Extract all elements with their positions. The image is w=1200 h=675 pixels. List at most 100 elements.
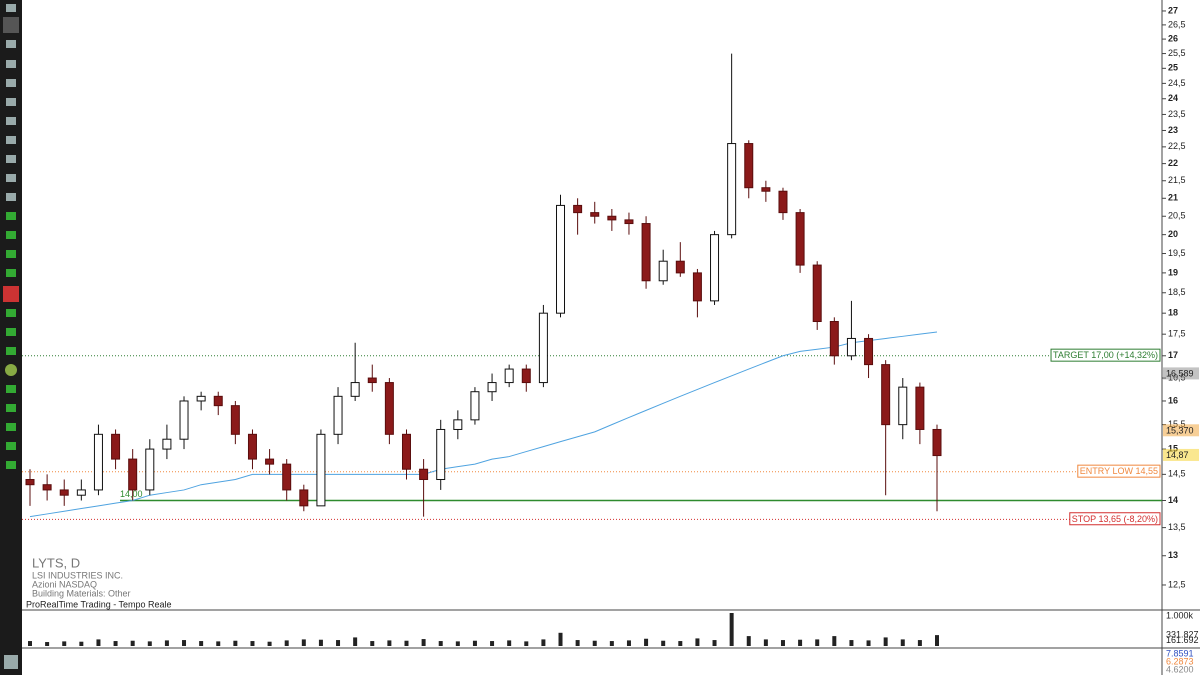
toolbar[interactable] [0,0,22,675]
y-tick-label: 13 [1168,550,1178,560]
volume-label: 331.827 [1166,629,1199,639]
volume-bar [575,640,580,646]
candle-body [864,337,874,366]
y-tick-label: 22 [1168,158,1178,168]
level-label: ENTRY LOW 14,55 [1080,466,1158,476]
candle-body [367,377,377,384]
volume-bar [917,640,922,646]
volume-bar [421,639,426,646]
level-label-box [1069,512,1161,526]
volume-bar [712,640,717,646]
volume-bar [62,641,67,646]
y-tick-label: 21 [1168,193,1178,203]
candle-body [744,143,754,189]
y-tick-label: 20 [1168,229,1178,239]
y-tick-label: 24 [1168,93,1178,103]
candle-body [76,489,86,496]
candle-body [247,433,257,460]
volume-bar [353,637,358,646]
candle-body [196,395,206,402]
y-tick-label: 14,5 [1168,469,1186,479]
candle-body [401,433,411,470]
volume-bar [301,639,306,646]
candle-body [93,433,103,491]
y-tick-label: 14 [1168,495,1178,505]
candle-body [316,433,326,507]
level-label: TARGET 17,00 (+14,32%) [1053,350,1158,360]
volume-bar [935,635,939,646]
volume-bar [661,640,666,646]
candle-body [829,321,839,357]
volume-bar [318,639,323,646]
support-label: 14,00 [120,489,143,499]
candle-body [573,204,583,214]
volume-bar [130,640,135,646]
candle-body [778,190,788,214]
level-label-box [1077,464,1161,478]
price-label-box [1163,448,1199,461]
volume-bar [832,636,837,646]
candle-body [128,458,138,491]
candle-body [727,143,737,236]
y-tick-label: 17,5 [1168,329,1186,339]
volume-bar [900,639,905,646]
y-tick-label: 16 [1168,395,1178,405]
candle-body [350,382,360,397]
candle-body [846,337,856,357]
candle-body [419,468,429,481]
volume-bar [45,642,50,646]
y-tick-label: 26,5 [1168,19,1186,29]
volume-bar [866,640,871,646]
y-tick-label: 21,5 [1168,175,1186,185]
candle-body [812,264,822,323]
y-tick-label: 12,5 [1168,579,1186,589]
candle-body [282,463,292,491]
candle-body [453,419,463,430]
volume-bar [216,641,221,646]
candle-body [42,484,52,491]
volume-bar [815,639,820,646]
candle-body [384,382,394,435]
y-tick-label: 20,5 [1168,211,1186,221]
candle-body [230,405,240,435]
sector: Building Materials: Other [32,588,131,598]
volume-bar [798,639,803,646]
volume-bar [387,640,392,646]
volume-bar [233,640,238,646]
candle-body [213,395,223,407]
volume-bar [370,641,375,646]
y-tick-label: 24,5 [1168,78,1186,88]
candle-body [179,400,189,440]
candle-body [299,489,309,507]
volume-bar [746,636,751,646]
y-tick-label: 17 [1168,350,1178,360]
y-tick-label: 18 [1168,308,1178,318]
company: LSI INDUSTRIES INC. [32,570,123,580]
volume-bar [541,639,546,646]
volume-label: 161.692 [1166,635,1199,645]
market: Azioni NASDAQ [32,579,97,589]
volume-bar [626,640,631,646]
volume-bar [28,641,32,646]
volume-bar [404,640,409,646]
candle-body [59,489,69,496]
volume-bar [113,641,118,646]
volume-bar [490,641,495,646]
volume-bar [644,638,649,646]
candle-body [111,433,121,460]
volume-label: 1.000k [1166,610,1194,620]
candle-body [162,438,172,450]
y-tick-label: 23 [1168,125,1178,135]
y-tick-label: 25 [1168,63,1178,73]
candle-body [692,272,702,302]
volume-bar [472,640,477,646]
indicator-label: 4.6200 [1166,664,1194,674]
volume-bar [284,640,289,646]
candle-body [675,260,685,274]
volume-bar [592,640,597,646]
level-label: STOP 13,65 (-8,20%) [1072,514,1158,524]
candle-body [590,212,600,217]
y-tick-label: 15,5 [1168,419,1186,429]
candle-body [795,212,805,266]
